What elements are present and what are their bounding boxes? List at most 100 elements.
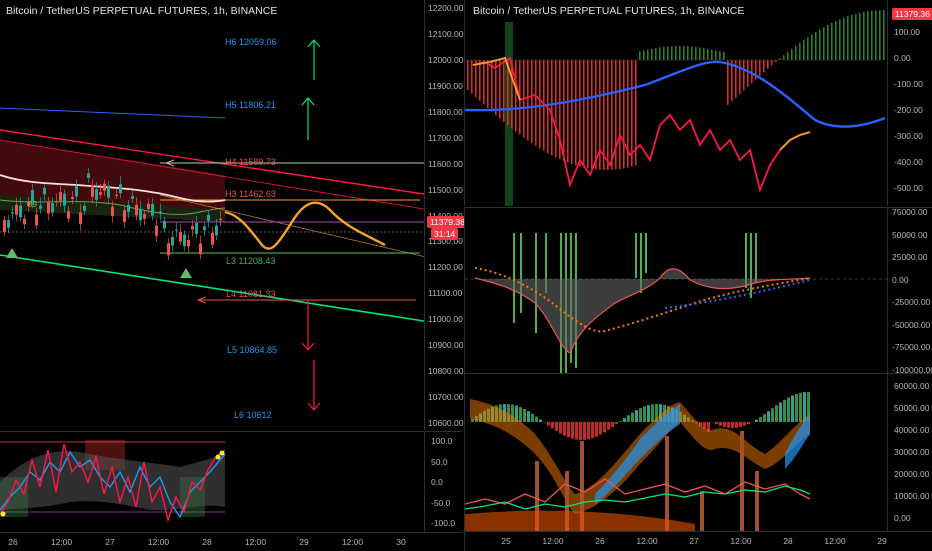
histogram-bar xyxy=(579,60,581,166)
candle-body xyxy=(131,196,134,199)
candle-body xyxy=(67,211,70,218)
momentum-bar xyxy=(735,422,738,428)
left-price-chart[interactable] xyxy=(0,0,462,430)
candle-body xyxy=(35,215,38,226)
candle-body xyxy=(55,201,58,202)
momentum-bar xyxy=(651,404,654,422)
right-mid-tick-label: 50000.00 xyxy=(892,230,927,240)
momentum-bar xyxy=(599,422,602,435)
histogram-bar xyxy=(831,23,833,60)
price-tick-label: 11000.00 xyxy=(428,314,463,324)
candle-body xyxy=(119,184,122,193)
momentum-bar xyxy=(647,405,650,422)
volume-bar xyxy=(513,233,515,323)
price-tick-label: 11600.00 xyxy=(428,159,463,169)
candle-body xyxy=(183,234,186,246)
momentum-bar xyxy=(755,420,758,422)
histogram-bar xyxy=(531,60,533,143)
candle-body xyxy=(39,206,42,209)
histogram-bar xyxy=(683,46,685,60)
histogram-bar xyxy=(591,60,593,169)
histogram-bar xyxy=(847,16,849,60)
candle-body xyxy=(91,185,94,196)
histogram-bar xyxy=(799,43,801,60)
histogram-bar xyxy=(527,60,529,140)
candle-body xyxy=(51,203,54,212)
candle-body xyxy=(187,240,190,246)
momentum-bar xyxy=(795,394,798,422)
right-top-tick-label: 0.00 xyxy=(894,53,911,63)
volume-spike-bar xyxy=(700,491,704,531)
histogram-bar xyxy=(867,11,869,60)
candle-body xyxy=(163,221,166,229)
histogram-bar xyxy=(483,60,485,104)
momentum-bar xyxy=(771,408,774,422)
price-tick-label: 10600.00 xyxy=(428,418,463,428)
right-top-tick-label: -200.00 xyxy=(894,105,923,115)
histogram-bar xyxy=(851,15,853,60)
momentum-bar xyxy=(767,411,770,422)
level-l4: L4 11081.33 xyxy=(226,289,275,299)
histogram-bar xyxy=(719,51,721,60)
right-bot-tick-label: 40000.00 xyxy=(894,425,929,435)
time-label: 12:00 xyxy=(245,537,266,547)
left-main-pane[interactable]: Bitcoin / TetherUS PERPETUAL FUTURES, 1h… xyxy=(0,0,462,430)
volume-spike-bar xyxy=(740,431,744,531)
candle-body xyxy=(79,212,82,224)
oscillator-chart xyxy=(0,432,462,532)
price-tick-label: 12000.00 xyxy=(428,55,463,65)
histogram-bar xyxy=(863,12,865,60)
histogram-bar xyxy=(607,60,609,170)
candle-body xyxy=(95,189,98,199)
candle-body xyxy=(11,212,14,213)
candle-body xyxy=(111,207,114,216)
price-tick-label: 11900.00 xyxy=(428,81,463,91)
histogram-bar xyxy=(643,50,645,60)
oscillator-tick-label: 100.0 xyxy=(431,436,452,446)
oscillator-tick-label: 50.0 xyxy=(431,457,448,467)
oscillator-tick-label: 0.0 xyxy=(431,477,443,487)
countdown-badge: 31:14 xyxy=(431,228,458,240)
buy-signal-icon-2 xyxy=(180,268,192,278)
candle-body xyxy=(159,212,162,214)
time-label: 29 xyxy=(877,536,886,546)
time-label: 12:00 xyxy=(730,536,751,546)
time-label: 28 xyxy=(202,537,211,547)
histogram-bar xyxy=(535,60,537,146)
right-mid-tick-label: 0.00 xyxy=(892,275,909,285)
momentum-bar xyxy=(623,418,626,422)
histogram-bar xyxy=(515,60,517,132)
momentum-bar xyxy=(643,406,646,422)
volume-bar xyxy=(520,233,522,313)
price-tick-label: 10700.00 xyxy=(428,392,463,402)
level-l3: L3 11208.43 xyxy=(226,256,275,266)
momentum-bar xyxy=(575,422,578,440)
histogram-bar xyxy=(655,48,657,60)
right-top-pane[interactable]: Bitcoin / TetherUS PERPETUAL FUTURES, 1h… xyxy=(464,0,932,206)
price-tick-label: 11800.00 xyxy=(428,107,463,117)
histogram-bar xyxy=(675,46,677,60)
momentum-bar xyxy=(587,422,590,439)
histogram-bar xyxy=(583,60,585,167)
momentum-bar xyxy=(571,422,574,439)
right-bot-tick-label: 10000.00 xyxy=(894,491,929,501)
candle-body xyxy=(127,205,130,212)
candle-body xyxy=(107,186,110,198)
histogram-bar xyxy=(587,60,589,168)
time-label: 12:00 xyxy=(636,536,657,546)
histogram-bar xyxy=(883,10,885,60)
histogram-bar xyxy=(687,46,689,60)
histogram-bar xyxy=(631,60,633,167)
volume-spike-bar xyxy=(755,471,759,531)
right-bot-tick-label: 20000.00 xyxy=(894,469,929,479)
